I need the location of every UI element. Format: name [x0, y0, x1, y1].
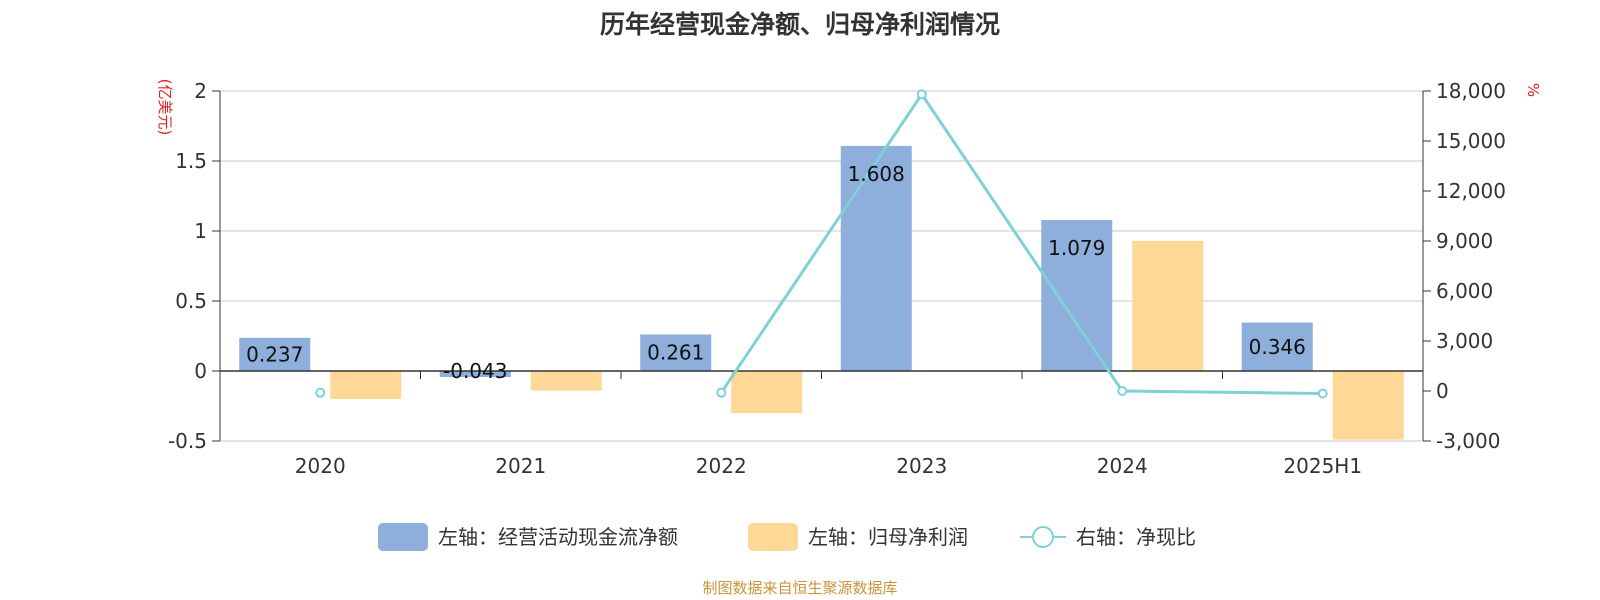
legend-label-operating-cashflow: 左轴：经营活动现金流净额 [438, 525, 678, 549]
left-axis-tick-label: 1 [194, 219, 207, 243]
right-axis-tick-label: 12,000 [1436, 179, 1506, 203]
bar-operating-cashflow[interactable] [840, 145, 912, 371]
ratio-point[interactable] [916, 89, 927, 100]
right-axis-tick-label: 9,000 [1436, 229, 1493, 253]
bar-series [239, 145, 1404, 440]
bar-data-label: 1.608 [848, 162, 905, 186]
bar-operating-cashflow[interactable] [1241, 322, 1313, 371]
data-labels: 0.237 -0.043 0.261 1.608 1.079 0.346 [246, 162, 1306, 383]
legend-swatch-net-profit [748, 523, 798, 551]
ratio-point[interactable] [1317, 388, 1328, 399]
legend-item-net-profit[interactable]: 左轴：归母净利润 [748, 523, 968, 551]
ratio-point[interactable] [1117, 386, 1128, 396]
bar-net-profit[interactable] [1132, 240, 1204, 371]
x-axis-category-label: 2020 [295, 454, 346, 478]
x-axis-category-label: 2025H1 [1283, 454, 1362, 478]
right-axis-tick-label: 15,000 [1436, 129, 1506, 153]
chart-title: 历年经营现金净额、归母净利润情况 [600, 10, 1000, 39]
source-note: 制图数据来自恒生聚源数据库 [702, 579, 897, 597]
ratio-line-series [315, 89, 1328, 399]
bar-data-label: 1.079 [1048, 236, 1105, 260]
left-axis-tick-label: 0.5 [175, 289, 207, 313]
bar-operating-cashflow[interactable] [439, 371, 511, 378]
axes: 2 1.5 1 0.5 0 -0.5 18,000 15,000 12,000 9,000 6,00… [168, 79, 1506, 478]
left-axis-unit: (亿美元) [156, 79, 174, 136]
bar-data-label: 0.261 [647, 341, 704, 365]
right-axis-tick-label: 3,000 [1436, 329, 1493, 353]
bar-net-profit[interactable] [731, 371, 803, 413]
ratio-point[interactable] [315, 387, 326, 398]
bar-data-label: 0.237 [246, 342, 303, 366]
bar-operating-cashflow[interactable] [239, 337, 311, 371]
x-axis-category-label: 2022 [696, 454, 747, 478]
bar-data-label: -0.043 [443, 359, 507, 383]
legend-item-operating-cashflow[interactable]: 左轴：经营活动现金流净额 [378, 523, 678, 551]
legend-label-net-profit: 左轴：归母净利润 [808, 525, 968, 549]
x-axis-category-label: 2021 [495, 454, 546, 478]
bar-operating-cashflow[interactable] [1041, 219, 1113, 371]
right-axis-unit: % [1524, 83, 1542, 97]
bar-net-profit[interactable] [330, 371, 402, 399]
right-axis-tick-label: 6,000 [1436, 279, 1493, 303]
bar-data-label: 0.346 [1249, 335, 1306, 359]
left-axis-tick-label: 1.5 [175, 149, 207, 173]
x-axis-category-label: 2023 [896, 454, 947, 478]
right-axis-tick-label: 0 [1436, 379, 1449, 403]
right-axis-tick-label: -3,000 [1436, 429, 1500, 453]
legend-marker-cash-ratio [1032, 526, 1054, 548]
ratio-line [720, 91, 1323, 395]
legend-label-cash-ratio: 右轴：净现比 [1076, 525, 1196, 549]
bar-net-profit[interactable] [1332, 371, 1404, 440]
legend: 左轴：经营活动现金流净额 左轴：归母净利润 右轴：净现比 [378, 523, 1196, 551]
legend-item-cash-ratio[interactable]: 右轴：净现比 [1020, 525, 1196, 549]
ratio-point[interactable] [716, 387, 727, 398]
bar-operating-cashflow[interactable] [640, 334, 712, 371]
x-axis-category-label: 2024 [1097, 454, 1148, 478]
bar-net-profit[interactable] [530, 371, 602, 391]
left-axis-tick-label: 2 [194, 79, 207, 103]
left-axis-tick-label: 0 [194, 359, 207, 383]
right-axis-tick-label: 18,000 [1436, 79, 1506, 103]
legend-swatch-operating-cashflow [378, 523, 428, 551]
left-axis-tick-label: -0.5 [168, 429, 207, 453]
